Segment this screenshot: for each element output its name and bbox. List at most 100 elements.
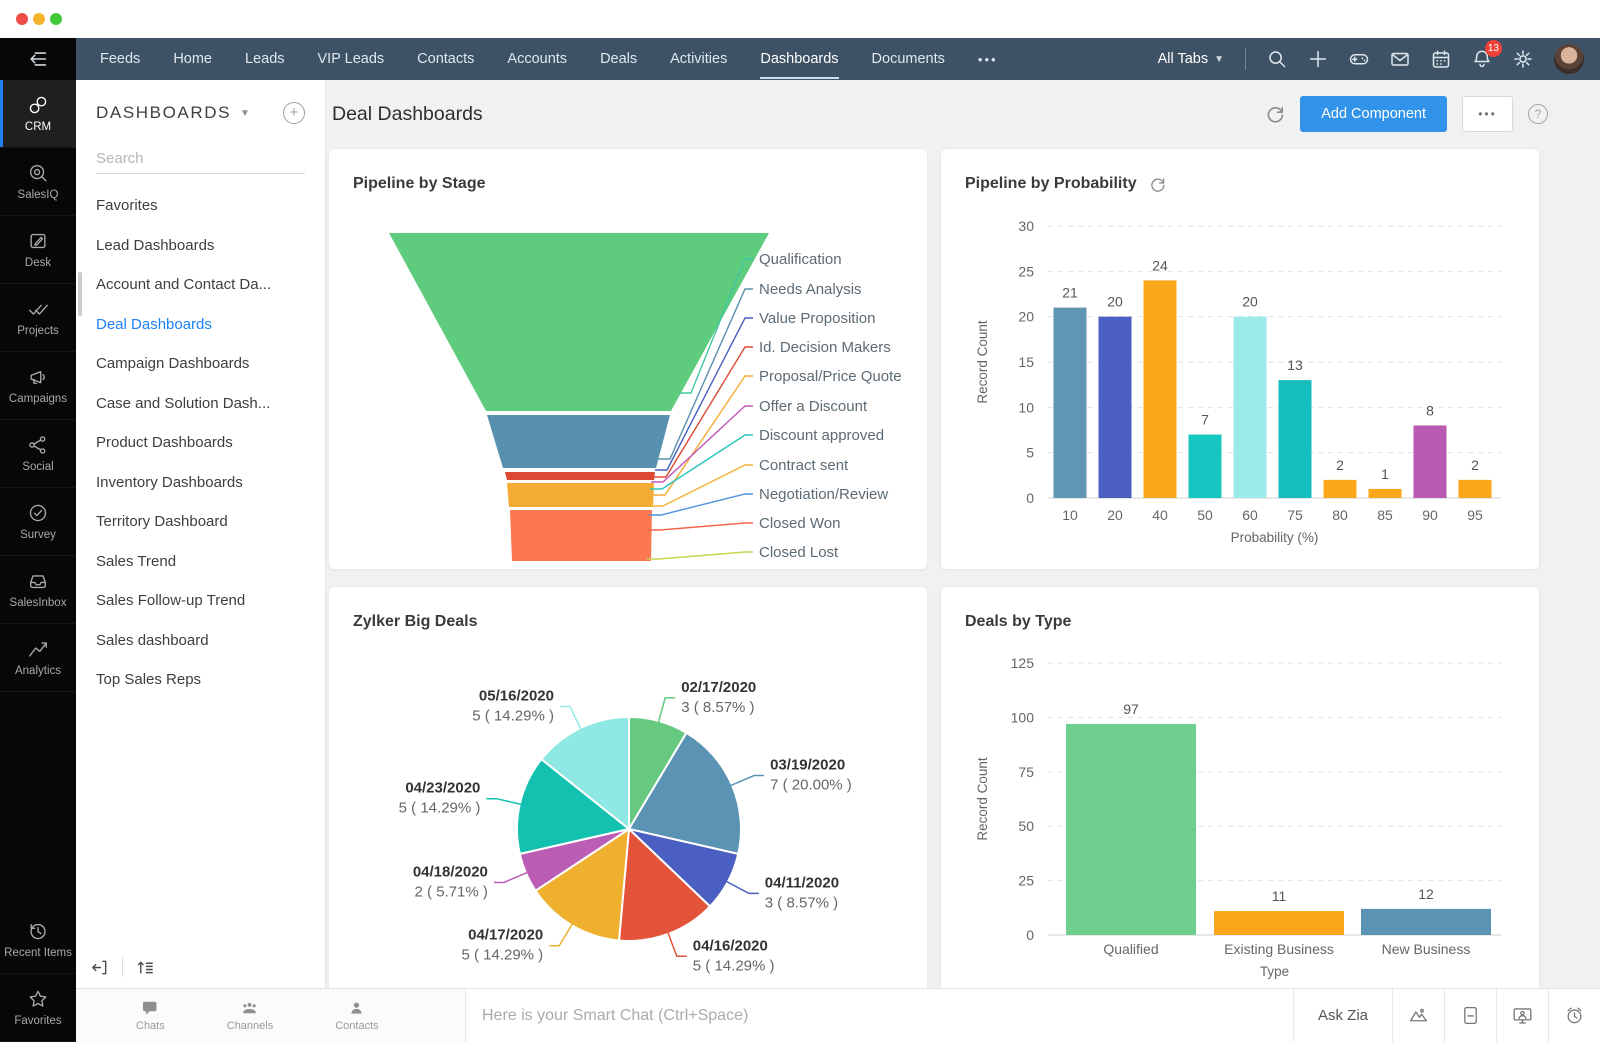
dashboard-item-case-solution[interactable]: Case and Solution Dash... bbox=[96, 394, 271, 412]
nav-item-feeds[interactable]: Feeds bbox=[100, 51, 141, 67]
dashboard-item-sales-dashboard[interactable]: Sales dashboard bbox=[96, 631, 209, 649]
dashboard-item-top-sales-reps[interactable]: Top Sales Reps bbox=[96, 671, 202, 689]
dashboard-item-campaign[interactable]: Campaign Dashboards bbox=[96, 355, 250, 373]
funnel-segment[interactable] bbox=[507, 483, 654, 507]
nav-item-leads[interactable]: Leads bbox=[245, 51, 285, 67]
calendar-icon[interactable] bbox=[1431, 49, 1451, 69]
notifications-button[interactable]: 13 bbox=[1472, 40, 1502, 69]
pie-slice-label: 04/23/2020 bbox=[405, 780, 480, 797]
bar[interactable] bbox=[1458, 479, 1492, 498]
nav-item-activities[interactable]: Activities bbox=[670, 51, 728, 67]
all-tabs-dropdown[interactable]: All Tabs ▼ bbox=[1158, 51, 1224, 67]
dashboard-item-product[interactable]: Product Dashboards bbox=[96, 434, 233, 452]
window-minimize-button[interactable] bbox=[33, 13, 45, 25]
bar[interactable] bbox=[1214, 911, 1344, 935]
nav-more-button[interactable]: ••• bbox=[977, 51, 998, 67]
chart-refresh-icon[interactable] bbox=[1149, 176, 1166, 193]
games-icon[interactable] bbox=[1349, 49, 1369, 69]
mail-icon[interactable] bbox=[1390, 49, 1410, 69]
sidebar-item-desk[interactable]: Desk bbox=[0, 216, 76, 284]
dashboard-item-sales-followup[interactable]: Sales Follow-up Trend bbox=[96, 592, 246, 610]
dashboard-item-territory[interactable]: Territory Dashboard bbox=[96, 513, 228, 531]
settings-icon[interactable] bbox=[1513, 49, 1533, 69]
pie-slice-value: 5 ( 14.29% ) bbox=[399, 800, 481, 817]
sidebar-item-crm[interactable]: CRM bbox=[0, 80, 76, 148]
window-close-button[interactable] bbox=[16, 13, 28, 25]
sidebar-item-social[interactable]: Social bbox=[0, 420, 76, 488]
presentation-button[interactable] bbox=[1496, 989, 1548, 1042]
funnel-leader-line bbox=[653, 375, 753, 496]
sidebar-item-campaigns[interactable]: Campaigns bbox=[0, 352, 76, 420]
all-tabs-label: All Tabs bbox=[1157, 51, 1209, 67]
sidebar-item-projects[interactable]: Projects bbox=[0, 284, 76, 352]
bar[interactable] bbox=[1413, 425, 1447, 498]
search-input[interactable] bbox=[96, 144, 305, 174]
sort-icon[interactable] bbox=[136, 958, 155, 977]
add-dashboard-button[interactable]: + bbox=[283, 102, 305, 124]
dashboard-item-lead[interactable]: Lead Dashboards bbox=[96, 236, 215, 254]
toolbar-divider bbox=[122, 957, 123, 977]
dashboard-item-account-contact[interactable]: Account and Contact Da... bbox=[96, 276, 272, 294]
bar[interactable] bbox=[1323, 479, 1357, 498]
nav-item-deals[interactable]: Deals bbox=[600, 51, 638, 67]
chats-tab[interactable]: Chats bbox=[136, 999, 165, 1032]
chevron-down-icon[interactable]: ▼ bbox=[240, 107, 250, 119]
nav-item-documents[interactable]: Documents bbox=[871, 51, 945, 67]
bar[interactable] bbox=[1143, 280, 1177, 498]
sidebar-item-survey[interactable]: Survey bbox=[0, 488, 76, 556]
panel-search bbox=[96, 144, 305, 174]
nav-item-accounts[interactable]: Accounts bbox=[507, 51, 568, 67]
sidebar-item-recent-items[interactable]: Recent Items bbox=[0, 906, 76, 974]
smart-chat-input-area bbox=[466, 989, 1293, 1042]
sidebar-item-analytics[interactable]: Analytics bbox=[0, 624, 76, 692]
window-titlebar bbox=[0, 0, 1600, 38]
dashboard-item-favorites[interactable]: Favorites bbox=[96, 197, 158, 215]
sidebar-item-salesinbox[interactable]: SalesInbox bbox=[0, 556, 76, 624]
notes-button[interactable] bbox=[1444, 989, 1496, 1042]
zia-button[interactable] bbox=[1392, 989, 1444, 1042]
search-icon[interactable] bbox=[1267, 49, 1287, 69]
refresh-icon[interactable] bbox=[1265, 104, 1285, 124]
nav-item-vip-leads[interactable]: VIP Leads bbox=[317, 51, 385, 67]
window-zoom-button[interactable] bbox=[50, 13, 62, 25]
funnel-segment[interactable] bbox=[487, 415, 670, 468]
bar[interactable] bbox=[1053, 307, 1087, 498]
bar-value-label: 1 bbox=[1381, 466, 1389, 482]
dashboard-item-deal[interactable]: Deal Dashboards bbox=[96, 315, 212, 333]
funnel-segment[interactable] bbox=[505, 472, 655, 480]
bar[interactable] bbox=[1098, 316, 1132, 498]
bar[interactable] bbox=[1066, 723, 1196, 935]
contacts-tab[interactable]: Contacts bbox=[335, 999, 379, 1032]
y-tick-label: 100 bbox=[1011, 709, 1035, 725]
sidebar-item-favorites[interactable]: Favorites bbox=[0, 974, 76, 1042]
channels-tab[interactable]: Channels bbox=[227, 999, 273, 1032]
reminder-button[interactable] bbox=[1548, 989, 1600, 1042]
dashboard-item-sales-trend[interactable]: Sales Trend bbox=[96, 552, 177, 570]
bar[interactable] bbox=[1278, 380, 1312, 498]
funnel-segment[interactable] bbox=[510, 510, 652, 561]
nav-item-home[interactable]: Home bbox=[173, 51, 212, 67]
nav-item-dashboards[interactable]: Dashboards bbox=[760, 51, 839, 79]
x-tick-label: 20 bbox=[1107, 507, 1123, 523]
bar[interactable] bbox=[1361, 908, 1491, 935]
collapse-panel-icon[interactable] bbox=[90, 958, 109, 977]
dashboard-more-button[interactable]: ••• bbox=[1462, 96, 1513, 132]
sidebar-collapse-button[interactable] bbox=[0, 38, 76, 80]
panel-title: DASHBOARDS bbox=[96, 103, 232, 122]
add-icon[interactable] bbox=[1308, 49, 1328, 69]
nav-item-contacts[interactable]: Contacts bbox=[417, 51, 475, 67]
smart-chat-input[interactable] bbox=[466, 1006, 1293, 1025]
ask-zia-button[interactable]: Ask Zia bbox=[1292, 989, 1392, 1042]
dashboard-item-inventory[interactable]: Inventory Dashboards bbox=[96, 473, 243, 491]
funnel-segment[interactable] bbox=[389, 233, 769, 411]
sidebar-item-salesiq[interactable]: SalesIQ bbox=[0, 148, 76, 216]
bar[interactable] bbox=[1188, 434, 1222, 498]
add-component-button[interactable]: Add Component bbox=[1300, 96, 1447, 132]
bar[interactable] bbox=[1233, 316, 1267, 498]
bar[interactable] bbox=[1368, 488, 1402, 498]
panel-scrollbar-thumb[interactable] bbox=[78, 272, 82, 316]
help-icon[interactable]: ? bbox=[1528, 104, 1548, 124]
user-avatar[interactable] bbox=[1554, 44, 1584, 74]
card-zylker-big-deals: Zylker Big Deals 02/17/2020 3 ( 8.57% ) 03… bbox=[328, 586, 928, 988]
